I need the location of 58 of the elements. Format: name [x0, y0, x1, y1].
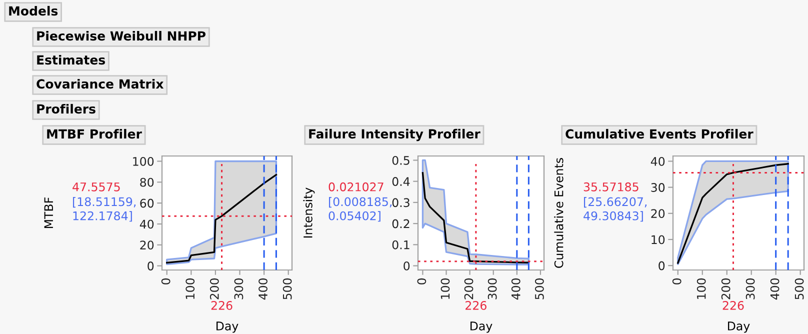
ref-line-label: 226 — [211, 300, 232, 310]
x-tick-label: 100 — [696, 278, 706, 299]
y-tick-label: 40 — [140, 220, 154, 229]
y-tick-label: 0.3 — [392, 198, 410, 208]
x-tick-label: 400 — [770, 278, 780, 300]
x-tick-label: 500 — [534, 278, 544, 300]
y-tick-label: 30 — [651, 183, 665, 192]
chart-title: Cumulative Events Profiler — [566, 128, 754, 139]
x-tick-label: 200 — [210, 278, 219, 300]
x-tick-label: 300 — [746, 278, 755, 300]
x-tick-label: 300 — [488, 278, 497, 300]
y-tick-label: 20 — [651, 209, 665, 218]
text: [25.66207, 49.30843] — [584, 197, 647, 222]
y-tick-label: 20 — [140, 240, 154, 250]
x-tick-label: 400 — [258, 278, 268, 300]
y-tick-label: 60 — [140, 198, 154, 208]
x-tick-label: 200 — [721, 278, 730, 300]
text: Profilers — [37, 104, 96, 114]
x-axis-title: Day — [728, 322, 750, 333]
y-axis-title: Intensity — [303, 188, 315, 238]
x-tick-label: 200 — [464, 278, 474, 300]
y-axis-title: Cumulative Events — [554, 158, 564, 268]
y-tick-label: 0 — [658, 261, 665, 270]
ref-line-label: 226 — [722, 300, 744, 310]
x-tick-label: 500 — [282, 278, 292, 300]
x-tick-label: 100 — [186, 278, 195, 299]
y-tick-label: 40 — [650, 156, 665, 166]
y-tick-label: 10 — [652, 235, 665, 244]
ref-line-label: 35.57185 — [584, 182, 638, 192]
y-tick-label: 0 — [148, 262, 154, 270]
text: Models — [9, 6, 58, 16]
text: [0.008185, 0.05402] — [328, 197, 392, 222]
text: Estimates — [37, 54, 105, 65]
x-tick-label: 0 — [417, 278, 426, 284]
x-axis-title: Day — [470, 322, 492, 333]
y-tick-label: 0.1 — [392, 240, 410, 250]
y-tick-label: 0.5 — [392, 156, 410, 165]
x-tick-label: 400 — [511, 278, 520, 300]
text: [18.51159, 122.1784] — [73, 197, 136, 222]
chart-title: Failure Intensity Profiler — [309, 128, 480, 142]
x-tick-label: 500 — [794, 278, 804, 300]
y-axis-title: MTBF — [44, 198, 53, 228]
x-tick-label: 100 — [440, 278, 450, 299]
y-tick-label: 100 — [133, 156, 154, 166]
chart-title: MTBF Profiler — [47, 128, 142, 139]
ref-line-label: 0.021027 — [328, 182, 384, 192]
y-tick-label: 0.4 — [392, 177, 410, 186]
ref-line-label: 226 — [466, 300, 486, 310]
x-tick-label: 300 — [234, 278, 244, 300]
y-tick-label: 0.2 — [392, 219, 410, 228]
x-tick-label: 0 — [672, 278, 682, 284]
y-tick-label: 80 — [140, 178, 154, 187]
x-axis-title: Day — [216, 322, 238, 333]
x-tick-label: 0 — [161, 278, 170, 284]
ref-line-label: 47.5575 — [72, 182, 120, 192]
text: Piecewise Weibull NHPP — [37, 30, 206, 41]
text: Covariance Matrix — [36, 78, 164, 89]
y-tick-label: 0 — [404, 262, 410, 270]
